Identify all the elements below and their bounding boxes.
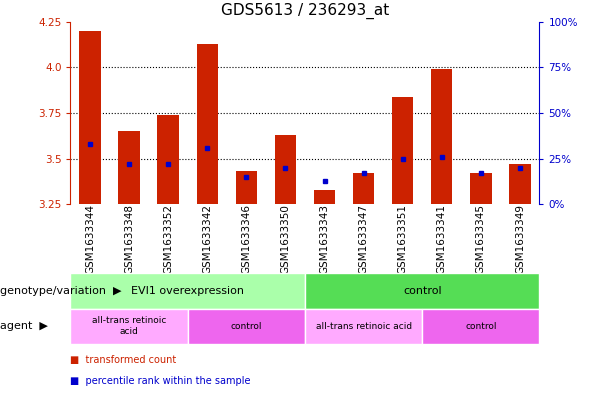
Text: control: control (465, 322, 497, 331)
Text: GSM1633343: GSM1633343 (319, 204, 330, 274)
Bar (118, 131, 140, 204)
Text: GSM1633341: GSM1633341 (436, 204, 447, 274)
Text: GSM1633347: GSM1633347 (359, 204, 368, 274)
Bar (314, 190, 335, 204)
Text: ■  transformed count: ■ transformed count (70, 354, 177, 365)
Text: GSM1633342: GSM1633342 (202, 204, 212, 274)
Text: agent  ▶: agent ▶ (0, 321, 48, 331)
Bar (275, 135, 296, 204)
Bar (392, 97, 413, 204)
Text: EVI1 overexpression: EVI1 overexpression (131, 286, 244, 296)
Text: GSM1633348: GSM1633348 (124, 204, 134, 274)
Text: ■  percentile rank within the sample: ■ percentile rank within the sample (70, 376, 251, 386)
Text: GSM1633350: GSM1633350 (280, 204, 291, 274)
Bar (470, 173, 492, 204)
Bar (353, 173, 375, 204)
Bar (509, 164, 531, 204)
Bar (197, 44, 218, 204)
Title: GDS5613 / 236293_at: GDS5613 / 236293_at (221, 3, 389, 19)
Text: GSM1633344: GSM1633344 (85, 204, 95, 274)
Text: control: control (403, 286, 441, 296)
Text: GSM1633349: GSM1633349 (515, 204, 525, 274)
Text: GSM1633345: GSM1633345 (476, 204, 486, 274)
Bar (158, 115, 179, 204)
Bar (235, 171, 257, 204)
Text: GSM1633351: GSM1633351 (398, 204, 408, 274)
Text: all-trans retinoic
acid: all-trans retinoic acid (92, 316, 166, 336)
Text: GSM1633346: GSM1633346 (242, 204, 251, 274)
Text: genotype/variation  ▶: genotype/variation ▶ (0, 286, 121, 296)
Bar (431, 69, 452, 204)
Bar (79, 31, 101, 204)
Text: GSM1633352: GSM1633352 (163, 204, 173, 274)
Text: all-trans retinoic acid: all-trans retinoic acid (316, 322, 412, 331)
Text: control: control (230, 322, 262, 331)
